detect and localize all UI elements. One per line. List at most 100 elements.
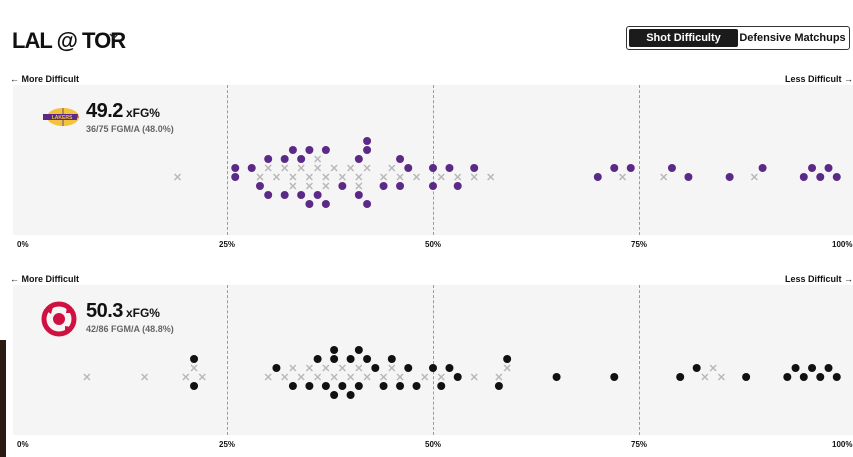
missed-shot-mark <box>709 364 717 372</box>
made-shot-mark <box>321 382 330 390</box>
made-shot-mark <box>445 364 454 372</box>
made-shot-mark <box>824 364 833 372</box>
made-shot-mark <box>288 146 297 154</box>
made-shot-mark <box>363 146 372 154</box>
made-shot-mark <box>330 346 339 354</box>
made-shot-mark <box>470 164 479 172</box>
made-shot-mark <box>676 373 685 381</box>
made-shot-mark <box>758 164 767 172</box>
made-shot-mark <box>321 146 330 154</box>
missed-shot-mark <box>503 364 511 372</box>
raptors-shots <box>83 346 841 399</box>
missed-shot-mark <box>717 373 725 381</box>
missed-shot-mark <box>437 373 445 381</box>
missed-shot-mark <box>495 373 503 381</box>
made-shot-mark <box>404 364 413 372</box>
made-shot-mark <box>412 382 421 390</box>
made-shot-mark <box>783 373 792 381</box>
made-shot-mark <box>429 182 437 190</box>
made-shot-mark <box>791 364 800 372</box>
made-shot-mark <box>453 182 462 190</box>
made-shot-mark <box>313 191 322 199</box>
tick-75: 75% <box>631 440 648 449</box>
missed-shot-mark <box>380 173 388 181</box>
missed-shot-mark <box>256 173 264 181</box>
tick-0: 0% <box>17 240 29 249</box>
missed-shot-mark <box>347 164 355 172</box>
made-shot-mark <box>346 355 355 363</box>
missed-shot-mark <box>363 373 371 381</box>
missed-shot-mark <box>355 173 363 181</box>
made-shot-mark <box>816 373 825 381</box>
missed-shot-mark <box>750 173 758 181</box>
made-shot-mark <box>429 164 437 172</box>
made-shot-mark <box>305 200 314 208</box>
header-bar: LAL @ TOR Shot Difficulty Defensive Matc… <box>6 8 853 64</box>
tick-100: 100% <box>832 440 853 449</box>
missed-shot-mark <box>289 173 297 181</box>
made-shot-mark <box>280 191 289 199</box>
made-shot-mark <box>404 164 413 172</box>
made-shot-mark <box>626 164 635 172</box>
made-shot-mark <box>338 382 347 390</box>
missed-shot-mark <box>701 373 709 381</box>
made-shot-mark <box>610 164 619 172</box>
made-shot-mark <box>330 355 339 363</box>
made-shot-mark <box>610 373 619 381</box>
gridline-25 <box>227 85 228 235</box>
made-shot-mark <box>832 173 841 181</box>
missed-shot-mark <box>297 373 305 381</box>
missed-shot-mark <box>322 364 330 372</box>
raptors-fgm: 42/86 FGM/A (48.8%) <box>86 324 174 334</box>
missed-shot-mark <box>314 164 322 172</box>
made-shot-mark <box>280 155 289 163</box>
missed-shot-mark <box>363 164 371 172</box>
missed-shot-mark <box>618 173 627 181</box>
tab-defensive-matchups[interactable]: Defensive Matchups <box>739 32 846 44</box>
left-edge-strip <box>0 340 8 457</box>
made-shot-mark <box>799 173 808 181</box>
missed-shot-mark <box>289 364 297 372</box>
gridline-25 <box>227 285 228 435</box>
made-shot-mark <box>808 164 817 172</box>
view-toggle: Shot Difficulty Defensive Matchups <box>626 26 850 50</box>
lakers-shots <box>174 137 841 208</box>
missed-shot-mark <box>380 373 388 381</box>
missed-shot-mark <box>487 173 495 181</box>
made-shot-mark <box>379 182 388 190</box>
made-shot-mark <box>396 155 405 163</box>
made-shot-mark <box>264 191 273 199</box>
raptors-shot-panel: 50.3 xFG% 42/86 FGM/A (48.8%) <box>13 285 853 435</box>
missed-shot-mark <box>272 173 280 181</box>
missed-shot-mark <box>182 373 190 381</box>
tick-50: 50% <box>425 440 442 449</box>
missed-shot-mark <box>338 173 346 181</box>
tab-shot-difficulty[interactable]: Shot Difficulty <box>629 29 738 47</box>
missed-shot-mark <box>421 373 429 381</box>
made-shot-mark <box>453 373 462 381</box>
made-shot-mark <box>297 155 306 163</box>
made-shot-mark <box>288 382 297 390</box>
made-shot-mark <box>429 364 437 372</box>
missed-shot-mark <box>388 364 396 372</box>
missed-shot-mark <box>454 173 462 181</box>
made-shot-mark <box>799 373 808 381</box>
made-shot-mark <box>593 173 602 181</box>
made-shot-mark <box>552 373 561 381</box>
less-difficult-label: Less Difficult → <box>784 74 853 84</box>
missed-shot-mark <box>314 373 322 381</box>
made-shot-mark <box>363 355 372 363</box>
made-shot-mark <box>396 182 405 190</box>
missed-shot-mark <box>338 364 346 372</box>
missed-shot-mark <box>437 173 445 181</box>
made-shot-mark <box>387 355 396 363</box>
missed-shot-mark <box>396 173 404 181</box>
tick-50: 50% <box>425 240 442 249</box>
missed-shot-mark <box>198 373 206 381</box>
svg-text:LAKERS: LAKERS <box>52 115 73 121</box>
missed-shot-mark <box>412 173 421 181</box>
more-difficult-label: ← More Difficult <box>10 274 79 284</box>
made-shot-mark <box>363 200 372 208</box>
made-shot-mark <box>808 364 817 372</box>
chevron-down-icon[interactable] <box>106 28 122 44</box>
